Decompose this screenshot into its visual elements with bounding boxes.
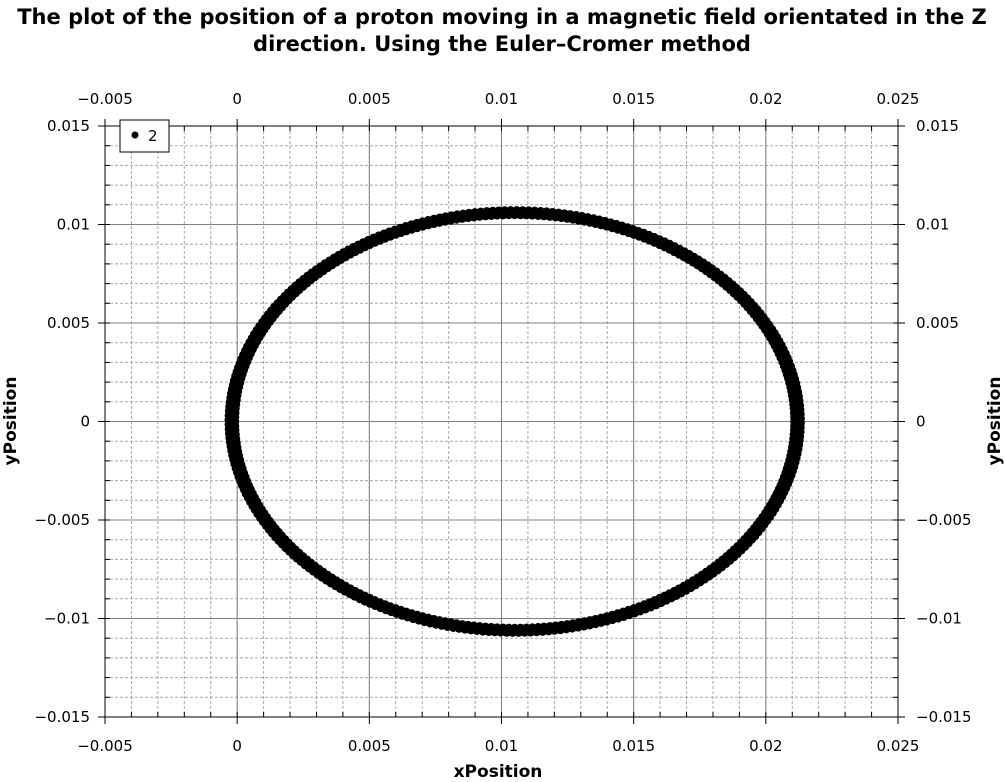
y-tick-label-right: 0.005 xyxy=(916,314,959,332)
y-tick-label-left: 0 xyxy=(80,413,90,431)
series-2-points xyxy=(224,206,805,637)
y-tick-label-right: −0.005 xyxy=(916,511,972,529)
y-tick-label-left: −0.015 xyxy=(34,708,90,726)
x-tick-label-bottom: 0.01 xyxy=(485,737,518,755)
y-tick-label-right: 0 xyxy=(916,413,926,431)
y-tick-label-left: 0.01 xyxy=(57,216,90,234)
chart-title-line-2: direction. Using the Euler–Cromer method xyxy=(253,32,751,56)
x-tick-label-top: −0.005 xyxy=(77,90,133,108)
x-tick-label-top: 0.005 xyxy=(348,90,391,108)
x-tick-label-top: 0.02 xyxy=(749,90,782,108)
y-tick-label-left: −0.005 xyxy=(34,511,90,529)
x-tick-label-top: 0.01 xyxy=(485,90,518,108)
axis-tick-labels: −0.005 −0.005 0 0 0.005 0.005 0.01 0.01 0.015 0.0… xyxy=(34,90,971,755)
data-point xyxy=(796,418,805,428)
y-tick-label-left: −0.01 xyxy=(44,610,90,628)
chart-title-line-1: The plot of the position of a proton mov… xyxy=(17,5,987,29)
legend-box xyxy=(119,119,170,153)
x-tick-label-bottom: 0.02 xyxy=(749,737,782,755)
x-tick-label-bottom: 0.005 xyxy=(348,737,391,755)
x-tick-label-bottom: 0.025 xyxy=(877,737,920,755)
x-tick-label-top: 0 xyxy=(232,90,242,108)
y-tick-label-left: 0.015 xyxy=(47,117,90,135)
x-tick-label-bottom: 0 xyxy=(232,737,242,755)
x-axis-label: xPosition xyxy=(454,762,543,782)
legend-marker-icon xyxy=(131,131,139,139)
x-tick-label-bottom: −0.005 xyxy=(77,737,133,755)
y-tick-label-left: 0.005 xyxy=(47,314,90,332)
y-axis-label-right: yPosition xyxy=(985,377,1005,466)
x-tick-label-top: 0.015 xyxy=(612,90,655,108)
x-tick-label-bottom: 0.015 xyxy=(612,737,655,755)
y-tick-label-right: 0.01 xyxy=(916,216,949,234)
series-layer xyxy=(224,206,805,637)
y-axis-label-left: yPosition xyxy=(1,377,21,466)
y-tick-label-right: −0.01 xyxy=(916,610,962,628)
legend-label: 2 xyxy=(148,127,158,145)
x-tick-label-top: 0.025 xyxy=(877,90,920,108)
y-tick-label-right: −0.015 xyxy=(916,708,972,726)
y-tick-label-right: 0.015 xyxy=(916,117,959,135)
legend: 2 xyxy=(119,119,170,153)
axis-ticks xyxy=(98,119,905,724)
